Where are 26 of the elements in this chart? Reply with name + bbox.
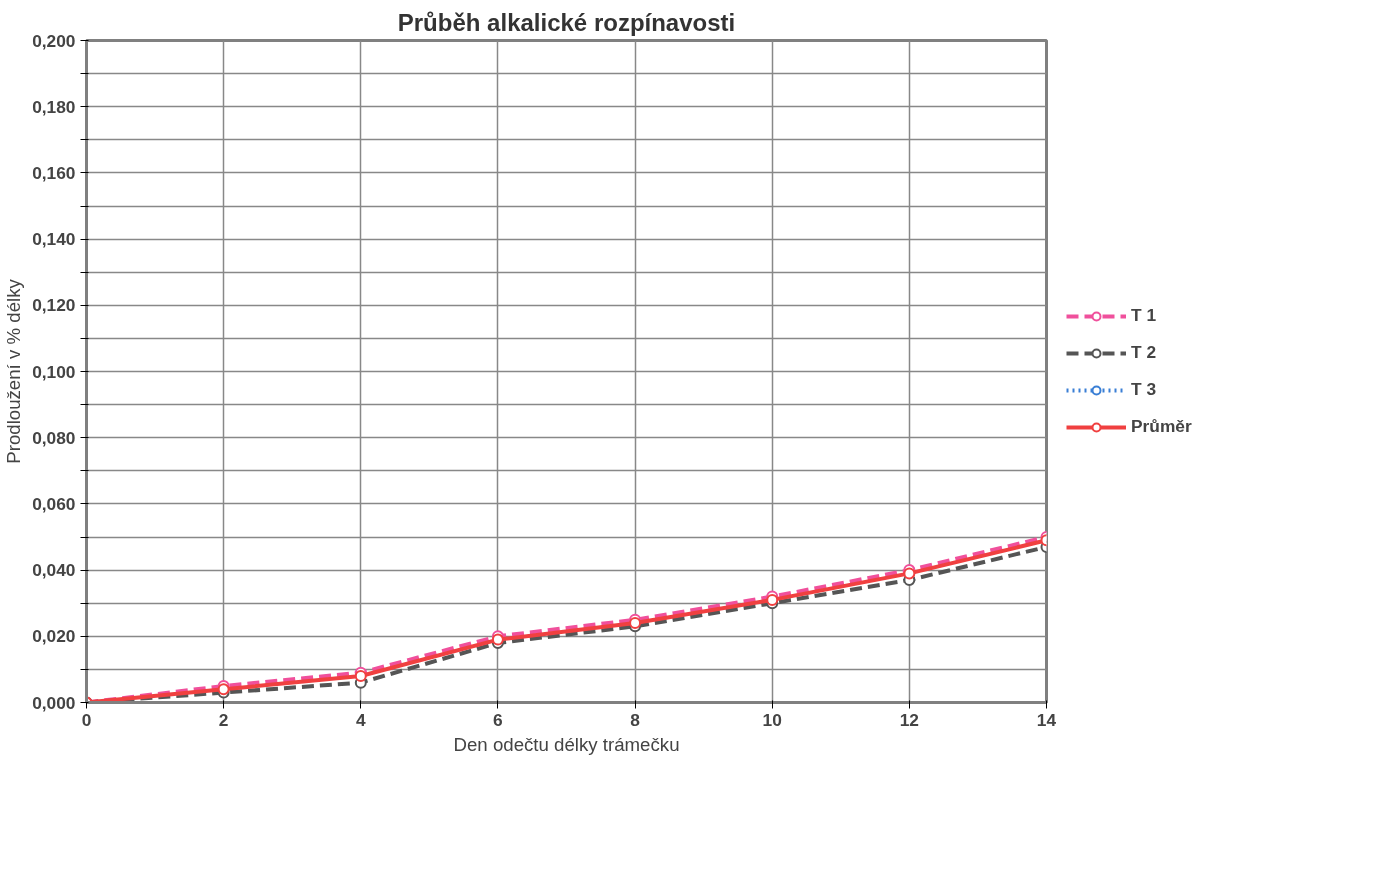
x-tick-label: 8 (630, 709, 641, 730)
x-axis-title: Den odečtu délky trámečku (453, 733, 680, 755)
y-tick-label: 0,000 (32, 692, 76, 713)
y-axis-title: Prodloužení v % délky (3, 278, 25, 464)
chart-title: Průběh alkalické rozpínavosti (397, 8, 736, 36)
y-tick-label: 0,020 (32, 626, 76, 647)
y-tick-label: 0,160 (32, 162, 76, 183)
y-tick-label: 0,120 (32, 295, 76, 316)
legend-label: T 1 (1131, 305, 1157, 326)
y-tick-label: 0,100 (32, 361, 76, 382)
y-tick-label: 0,200 (32, 30, 76, 51)
x-tick-label: 14 (1036, 709, 1057, 730)
legend-label: T 3 (1131, 379, 1157, 400)
y-tick-label: 0,060 (32, 493, 76, 514)
y-tick-label: 0,140 (32, 229, 76, 250)
x-tick-label: 2 (218, 709, 229, 730)
y-tick-label: 0,040 (32, 560, 76, 581)
x-tick-label: 6 (493, 709, 504, 730)
y-tick-label: 0,180 (32, 96, 76, 117)
x-tick-label: 10 (762, 709, 782, 730)
y-tick-label: 0,080 (32, 427, 76, 448)
x-tick-label: 12 (899, 709, 919, 730)
legend-label: Průměr (1131, 416, 1192, 437)
x-tick-label: 4 (355, 709, 366, 730)
legend-label: T 2 (1131, 342, 1157, 363)
x-tick-label: 0 (81, 709, 92, 730)
